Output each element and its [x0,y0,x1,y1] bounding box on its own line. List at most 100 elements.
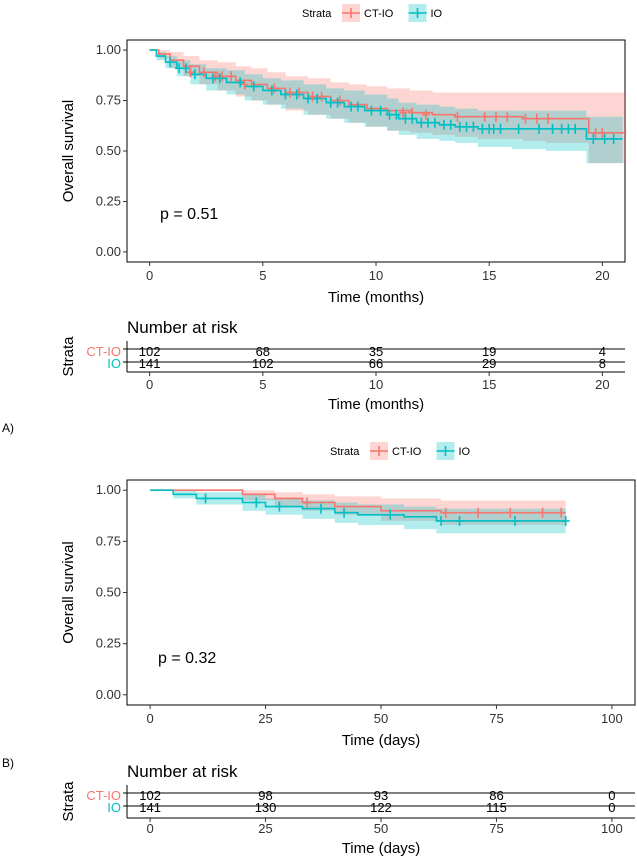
censor-mark-io [534,123,543,134]
censor-mark-ct-io [240,79,249,90]
censor-mark-io [496,123,505,134]
survival-line-io [150,489,566,522]
censor-mark-io [455,121,464,132]
censor-mark-io [430,117,439,128]
y-tick-label: 0.50 [96,143,121,158]
y-tick-label: 0.00 [96,687,121,702]
x-axis-title: Time (months) [328,289,424,306]
risk-row-label: CT-IO [86,788,121,803]
risk-count: 19 [482,344,496,359]
censor-mark-io [175,63,184,74]
legend-label: IO [431,8,443,20]
censor-mark-ct-io [480,111,489,122]
censor-mark-io [252,497,261,508]
risk-count: 0 [608,788,615,803]
censor-mark-io [201,493,210,504]
censor-mark-io [215,73,224,84]
risk-x-tick-label: 100 [601,821,623,836]
censor-mark-io [313,93,322,104]
legend-label: CT-IO [364,8,394,20]
risk-x-tick-label: 5 [259,377,266,392]
censor-mark-io [190,69,199,80]
survival-panel-a: 0.00 0.25 0.50 0.75 1.00 0 5 10 15 20 Time (months… [2,39,626,435]
censor-mark-io [386,509,395,520]
censor-mark-io [249,81,258,92]
risk-count: 0 [608,800,615,815]
censor-mark-io [609,133,618,144]
survival-line-ct-io [149,49,625,134]
risk-count: 141 [139,800,161,815]
panel-label: B) [2,756,14,770]
censor-mark-io [514,123,523,134]
censor-mark-ct-io [317,91,326,102]
censor-mark-ct-io [544,113,553,124]
censor-mark-io [417,117,426,128]
censor-mark-ct-io [491,111,500,122]
censor-mark-ct-io [199,67,208,78]
ci-band-ct-io [150,490,566,525]
censor-mark-io [236,77,245,88]
censor-mark-io [408,113,417,124]
censor-mark-ct-io [473,507,482,518]
risk-strata-title: Strata [60,781,77,822]
x-tick-label: 0 [146,711,153,726]
censor-mark-ct-io [521,113,530,124]
censor-mark-io [292,89,301,100]
risk-x-tick-label: 0 [146,377,153,392]
censor-mark-ct-io [557,507,566,518]
x-tick-label: 25 [258,711,272,726]
legend-item-io: IO [408,4,443,22]
censor-mark-io [557,123,566,134]
censor-mark-io [424,117,433,128]
y-tick-label: 1.00 [96,42,121,57]
censor-mark-io [561,515,570,526]
censor-mark-io [548,123,557,134]
censor-mark-io [326,97,335,108]
legend: Strata CT-IO IO [302,4,443,22]
legend: Strata CT-IO IO [330,442,471,460]
risk-strata-title: Strata [60,336,77,377]
risk-x-tick-label: 15 [482,377,496,392]
censor-mark-io [489,123,498,134]
censor-mark-io [304,93,313,104]
risk-x-tick-label: 25 [258,821,272,836]
risk-count: 66 [369,356,383,371]
risk-count: 122 [370,800,392,815]
risk-x-axis-title: Time (days) [342,840,421,857]
censor-mark-ct-io [303,497,312,508]
risk-row-label: IO [107,800,121,815]
legend-label: CT-IO [392,446,422,458]
risk-count: 102 [139,788,161,803]
risk-x-tick-label: 50 [374,821,388,836]
legend-item-ct-io: CT-IO [342,4,394,22]
censor-mark-io [316,503,325,514]
risk-x-axis-title: Time (months) [328,396,424,413]
survival-panel-b: 0.00 0.25 0.50 0.75 1.00 0 25 50 75 100 Time (days… [2,479,636,857]
series-area [149,49,625,164]
y-tick-label: 0.75 [96,533,121,548]
y-axis-title: Overall survival [60,541,77,644]
censor-mark-ct-io [598,127,607,138]
censor-mark-io [439,119,448,130]
x-tick-label: 15 [482,268,496,283]
y-tick-label: 0.25 [96,193,121,208]
risk-x-tick-label: 20 [595,377,609,392]
censor-mark-io [478,123,487,134]
panel-label: A) [2,421,14,435]
x-tick-label: 0 [146,268,153,283]
legend-item-ct-io: CT-IO [370,442,422,460]
censor-mark-ct-io [453,111,462,122]
censor-mark-io [340,507,349,518]
legend-label: IO [459,446,471,458]
censor-mark-io [446,119,455,130]
ci-band-io [150,490,566,534]
risk-count: 130 [255,800,277,815]
censor-mark-io [347,101,356,112]
risk-count: 141 [139,356,161,371]
y-tick-label: 0.75 [96,93,121,108]
risk-x-tick-label: 0 [146,821,153,836]
censor-mark-io [385,109,394,120]
risk-table-title: Number at risk [127,762,238,781]
